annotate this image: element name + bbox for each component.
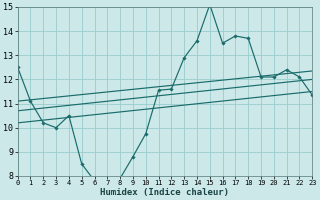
X-axis label: Humidex (Indice chaleur): Humidex (Indice chaleur)	[100, 188, 229, 197]
